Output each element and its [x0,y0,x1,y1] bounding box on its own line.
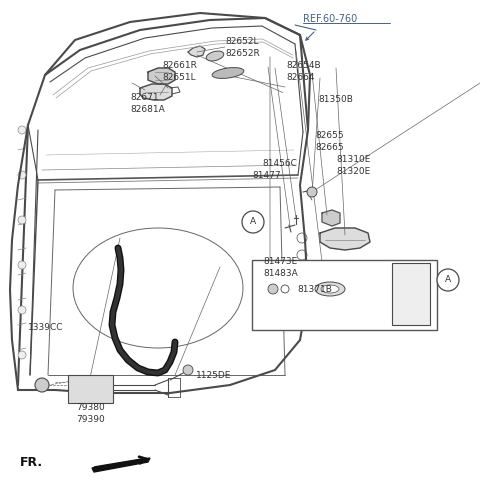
Ellipse shape [321,285,339,293]
Text: 82664: 82664 [286,72,314,82]
Text: 79380: 79380 [76,403,105,412]
Polygon shape [320,228,370,250]
Circle shape [18,351,26,359]
Text: 81320E: 81320E [336,167,370,177]
Text: A: A [250,217,256,226]
Ellipse shape [212,67,244,78]
Bar [252,260,437,330]
Text: 81483A: 81483A [263,270,298,278]
Text: 82671: 82671 [130,93,158,102]
Text: 82665: 82665 [315,143,344,152]
Polygon shape [322,210,340,226]
Text: 82651L: 82651L [162,72,196,82]
Circle shape [183,365,193,375]
Text: REF.60-760: REF.60-760 [303,14,357,24]
Circle shape [18,216,26,224]
Text: 81473E: 81473E [263,257,297,267]
Circle shape [307,187,317,197]
Circle shape [18,261,26,269]
Text: 82681A: 82681A [130,105,165,115]
Ellipse shape [206,51,224,61]
Text: 81371B: 81371B [297,285,332,295]
Text: 81477: 81477 [252,172,281,181]
Text: 82652L: 82652L [225,37,259,47]
Circle shape [18,306,26,314]
Bar [68,375,113,403]
Polygon shape [92,458,150,472]
Ellipse shape [315,282,345,296]
Text: FR.: FR. [20,456,43,468]
Circle shape [35,378,49,392]
Text: 81310E: 81310E [336,155,371,164]
Circle shape [268,284,278,294]
Circle shape [18,171,26,179]
Polygon shape [188,46,205,57]
Polygon shape [148,68,175,84]
Bar [392,263,430,325]
Text: 1125DE: 1125DE [196,371,231,380]
Polygon shape [262,278,295,298]
Circle shape [242,211,264,233]
Text: 82652R: 82652R [225,50,260,59]
Text: 82655: 82655 [315,130,344,140]
Text: 82661R: 82661R [162,61,197,69]
Text: 82654B: 82654B [286,61,321,69]
Text: 1339CC: 1339CC [28,324,63,333]
Circle shape [281,285,289,293]
Polygon shape [140,84,172,100]
Text: 81456C: 81456C [262,159,297,168]
Text: 79390: 79390 [76,416,105,425]
Text: A: A [445,276,451,284]
Circle shape [18,126,26,134]
Circle shape [437,269,459,291]
Text: 81350B: 81350B [318,95,353,104]
